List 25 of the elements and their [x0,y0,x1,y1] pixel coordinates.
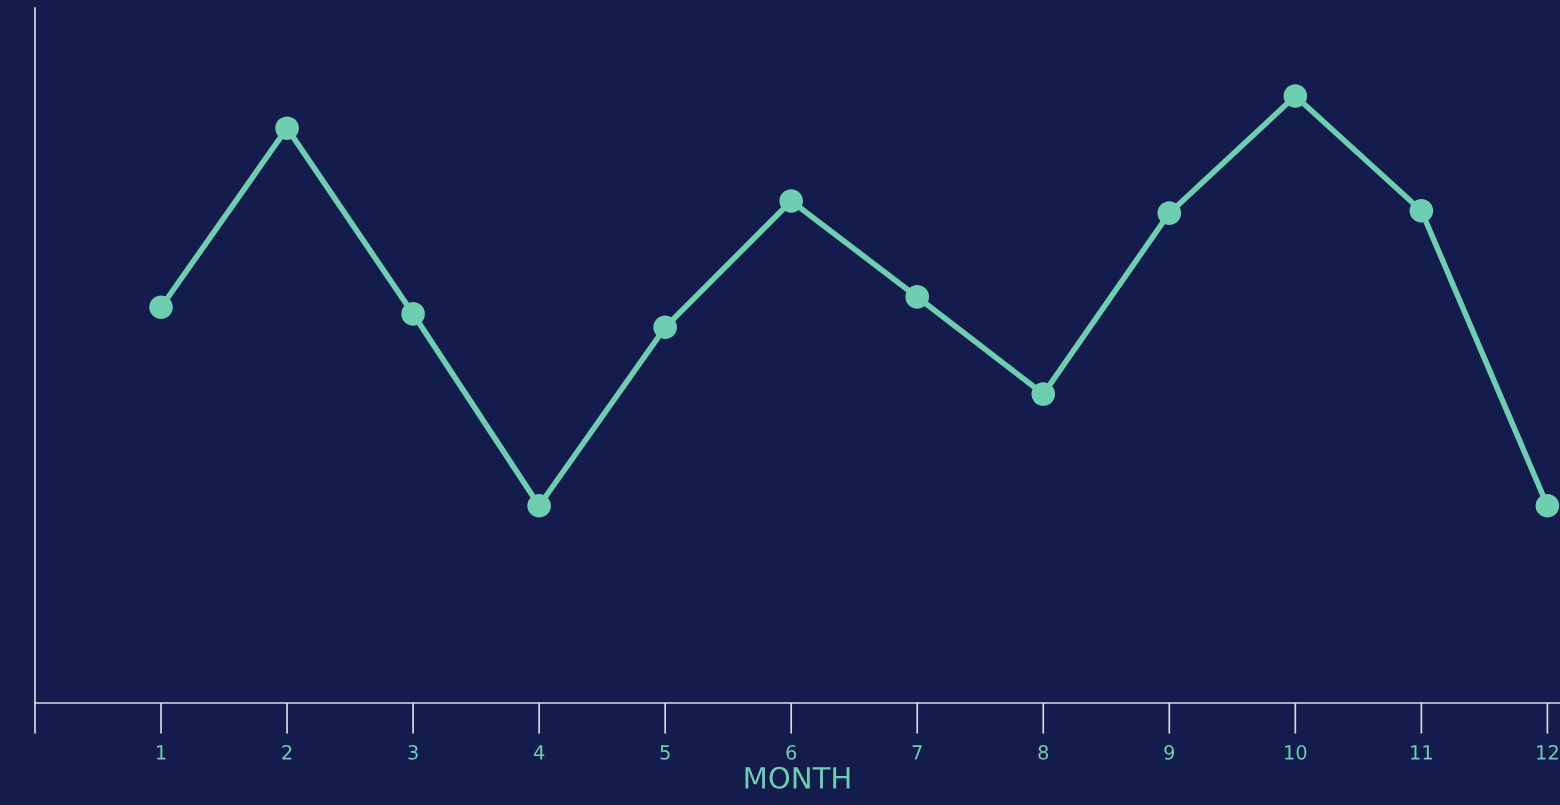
point [149,295,173,320]
x-tick-label: 9 [1164,745,1175,760]
point [1409,198,1434,223]
x-tick-label: 1 [156,745,166,760]
x-tick-label: 3 [408,745,418,760]
x-tick-label: 7 [912,745,922,760]
point [401,302,425,326]
x-tick-label: 6 [786,745,797,760]
x-tick-label: 8 [1038,745,1049,760]
point [1157,201,1182,225]
x-tick-label: 2 [282,745,292,760]
point [779,189,803,213]
point [275,116,299,140]
x-tick-label: 10 [1285,745,1307,760]
point [1283,84,1308,108]
x-tick-label: 11 [1411,745,1432,760]
x-tick-label: 4 [533,745,545,760]
x-tick-label: 12 [1537,745,1558,760]
point [653,315,677,340]
x-axis-title: MONTH [745,766,850,789]
point [527,493,551,518]
point [1031,382,1056,406]
x-tick-label: 5 [660,745,670,760]
point [905,285,930,309]
point [1535,493,1560,518]
